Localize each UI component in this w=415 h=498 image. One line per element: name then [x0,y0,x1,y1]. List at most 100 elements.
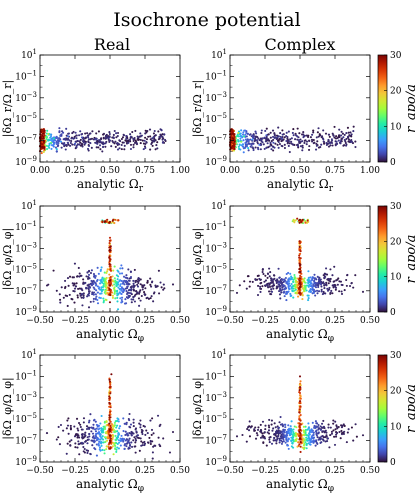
scatter-point [144,136,147,139]
scatter-point [116,278,119,281]
scatter-point [285,299,288,302]
scatter-point [315,432,318,435]
scatter-point [305,436,308,439]
scatter-point [271,129,275,132]
scatter-point [108,414,111,417]
panels-group: 0.00 0.25 0.50 0.75 1.0010−910−710−510−310−1… [1,48,380,494]
scatter-point [67,132,71,135]
scatter-point [305,289,308,292]
scatter-point [45,432,49,435]
scatter-point [73,435,77,438]
scatter-point [87,287,90,290]
scatter-point [252,142,255,145]
scatter-point [109,410,112,413]
x-tick-label: 0.50 [360,466,380,476]
scatter-point [317,278,320,281]
scatter-point [292,296,295,299]
scatter-point [316,436,319,439]
scatter-point [118,287,121,290]
scatter-point [115,450,118,453]
scatter-point [304,441,307,444]
scatter-point [269,281,272,284]
scatter-point [77,440,80,443]
scatter-point [98,144,102,147]
scatter-point [78,275,81,278]
scatter-point [277,429,280,432]
scatter-point [242,147,245,150]
scatter-point [123,447,126,450]
scatter-point [342,432,345,435]
scatter-point [317,127,320,130]
scatter-point [87,141,90,144]
x-tick-label: 0.25 [325,466,345,476]
scatter-point [143,293,147,297]
scatter-point [129,270,132,274]
x-tick-label: −0.25 [251,316,279,326]
scatter-point [331,132,334,135]
scatter-point [123,444,126,447]
scatter-point [330,432,334,435]
scatter-point [292,280,295,284]
scatter-point [149,135,152,138]
scatter-point [310,428,313,431]
scatter-point [296,135,299,138]
scatter-point [311,140,314,143]
scatter-point [122,417,125,420]
x-tick-label: −0.50 [26,466,54,476]
scatter-point [283,428,286,432]
scatter-point [143,145,147,148]
scatter-point [118,272,121,275]
scatter-point [159,135,162,139]
scatter-point [109,276,112,279]
scatter-point [116,446,119,449]
scatter-point [261,137,264,140]
scatter-point [256,274,259,278]
scatter-point [301,146,304,149]
scatter-point [141,284,144,287]
scatter-point [126,432,129,435]
scatter-point [171,430,175,434]
scatter-point [108,288,111,291]
scatter-point [89,413,92,416]
scatter-point [103,271,106,274]
scatter-points [38,127,167,155]
scatter-point [100,437,103,440]
scatter-point [41,132,45,135]
scatter-point [279,435,282,438]
scatter-point [338,290,341,293]
scatter-point [126,139,129,142]
scatter-point [113,265,116,268]
scatter-point [262,143,265,146]
scatter-point [92,435,95,438]
scatter-point [321,422,324,425]
scatter-point [282,440,285,443]
scatter-point [262,272,265,276]
scatter-point [136,283,139,286]
y-axis-label: |δΩ_φ/Ω_φ| [191,377,205,439]
scatter-point [79,138,82,141]
scatter-point [158,443,161,446]
scatter-point [232,142,235,145]
scatter-point [276,425,279,428]
scatter-point [352,125,355,128]
scatter-point [71,143,74,146]
scatter-point [115,132,118,135]
scatter-point [316,292,319,295]
scatter-point [273,277,276,280]
scatter-point [319,283,323,286]
scatter-point [310,431,314,434]
scatter-point [111,284,114,287]
scatter-point [306,279,309,282]
scatter-point [301,298,304,301]
scatter-point [277,281,281,284]
scatter-point [134,281,137,284]
scatter-point [289,292,292,296]
scatter-point [289,284,292,287]
scatter-point [255,132,258,135]
scatter-point [294,219,297,222]
x-tick-label: 0.00 [100,466,120,476]
scatter-point [315,144,318,147]
scatter-point [138,279,141,282]
scatter-point [294,132,297,135]
scatter-point [120,143,123,147]
